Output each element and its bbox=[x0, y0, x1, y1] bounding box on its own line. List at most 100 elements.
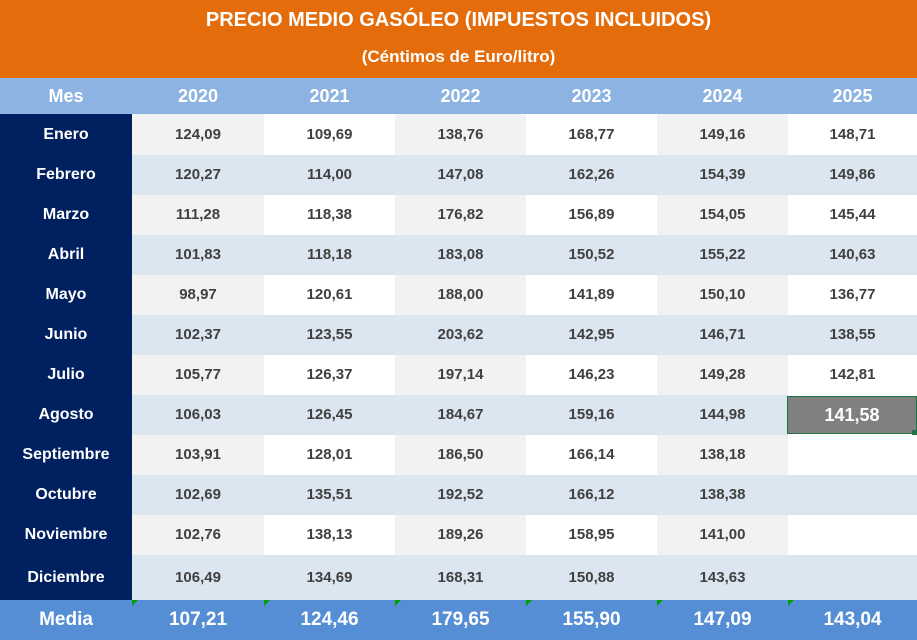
table-cell[interactable]: 150,88 bbox=[526, 555, 657, 600]
month-label[interactable]: Mayo bbox=[45, 286, 87, 303]
table-cell[interactable]: 105,77 bbox=[132, 355, 264, 395]
month-label[interactable]: Noviembre bbox=[24, 526, 108, 543]
column-header-year[interactable]: 2024 bbox=[702, 86, 743, 106]
table-cell[interactable] bbox=[788, 475, 917, 515]
table-cell[interactable]: 156,89 bbox=[526, 195, 657, 235]
table-cell[interactable]: 149,86 bbox=[788, 155, 917, 195]
table-cell[interactable]: 126,45 bbox=[264, 395, 395, 435]
table-cell[interactable]: 149,28 bbox=[657, 355, 788, 395]
table-cell[interactable]: 118,38 bbox=[264, 195, 395, 235]
table-cell[interactable]: 150,10 bbox=[657, 275, 788, 315]
table-cell[interactable] bbox=[788, 435, 917, 475]
table-cell[interactable]: 186,50 bbox=[395, 435, 526, 475]
column-header-month[interactable]: Mes bbox=[48, 86, 84, 106]
month-label[interactable]: Octubre bbox=[35, 486, 97, 503]
table-cell[interactable]: 203,62 bbox=[395, 315, 526, 355]
table-cell[interactable]: 102,76 bbox=[132, 515, 264, 555]
table-cell[interactable]: 154,05 bbox=[657, 195, 788, 235]
table-cell[interactable]: 101,83 bbox=[132, 235, 264, 275]
table-cell[interactable]: 138,13 bbox=[264, 515, 395, 555]
table-cell[interactable]: 109,69 bbox=[264, 114, 395, 155]
table-cell[interactable]: 128,01 bbox=[264, 435, 395, 475]
table-cell[interactable]: 124,09 bbox=[132, 114, 264, 155]
table-cell[interactable]: 143,63 bbox=[657, 555, 788, 600]
table-cell[interactable]: 149,16 bbox=[657, 114, 788, 155]
table-cell[interactable]: 154,39 bbox=[657, 155, 788, 195]
table-cell[interactable]: 142,95 bbox=[526, 315, 657, 355]
average-value[interactable]: 107,21 bbox=[168, 609, 228, 630]
selected-cell[interactable]: 141,58 bbox=[787, 396, 917, 434]
column-header-year[interactable]: 2023 bbox=[571, 86, 612, 106]
error-indicator-icon bbox=[264, 600, 270, 606]
table-cell[interactable]: 166,12 bbox=[526, 475, 657, 515]
table-cell[interactable]: 106,49 bbox=[132, 555, 264, 600]
table-cell[interactable]: 189,26 bbox=[395, 515, 526, 555]
table-cell[interactable]: 176,82 bbox=[395, 195, 526, 235]
table-cell[interactable]: 106,03 bbox=[132, 395, 264, 435]
table-cell[interactable] bbox=[788, 555, 917, 600]
table-cell[interactable]: 135,51 bbox=[264, 475, 395, 515]
month-label[interactable]: Julio bbox=[47, 366, 85, 383]
table-cell[interactable]: 150,52 bbox=[526, 235, 657, 275]
average-value[interactable]: 124,46 bbox=[300, 609, 359, 630]
table-cell[interactable]: 184,67 bbox=[395, 395, 526, 435]
table-cell[interactable]: 168,31 bbox=[395, 555, 526, 600]
table-cell[interactable]: 98,97 bbox=[132, 275, 264, 315]
average-value[interactable]: 155,90 bbox=[562, 609, 621, 630]
fill-handle[interactable] bbox=[912, 430, 917, 435]
table-cell[interactable]: 146,71 bbox=[657, 315, 788, 355]
table-cell[interactable]: 145,44 bbox=[788, 195, 917, 235]
average-value[interactable]: 179,65 bbox=[431, 609, 490, 630]
month-label[interactable]: Agosto bbox=[38, 406, 94, 423]
table-cell[interactable]: 120,61 bbox=[264, 275, 395, 315]
table-cell[interactable]: 111,28 bbox=[132, 195, 264, 235]
table-cell[interactable]: 102,37 bbox=[132, 315, 264, 355]
table-cell[interactable]: 138,38 bbox=[657, 475, 788, 515]
month-label[interactable]: Junio bbox=[44, 326, 88, 343]
column-header-year[interactable]: 2025 bbox=[832, 86, 873, 106]
table-cell[interactable]: 158,95 bbox=[526, 515, 657, 555]
table-cell[interactable]: 159,16 bbox=[526, 395, 657, 435]
table-cell[interactable]: 146,23 bbox=[526, 355, 657, 395]
table-cell[interactable]: 102,69 bbox=[132, 475, 264, 515]
month-label[interactable]: Septiembre bbox=[22, 446, 110, 463]
month-label[interactable]: Febrero bbox=[36, 166, 96, 183]
month-label[interactable]: Marzo bbox=[42, 206, 90, 223]
table-cell[interactable] bbox=[788, 515, 917, 555]
table-cell[interactable]: 120,27 bbox=[132, 155, 264, 195]
month-label[interactable]: Diciembre bbox=[27, 569, 105, 586]
month-label[interactable]: Enero bbox=[43, 126, 89, 143]
table-cell[interactable]: 162,26 bbox=[526, 155, 657, 195]
table-cell[interactable]: 192,52 bbox=[395, 475, 526, 515]
table-cell[interactable]: 188,00 bbox=[395, 275, 526, 315]
table-cell[interactable]: 142,81 bbox=[788, 355, 917, 395]
table-cell[interactable]: 138,76 bbox=[395, 114, 526, 155]
column-header-year[interactable]: 2022 bbox=[440, 86, 481, 106]
table-cell[interactable]: 166,14 bbox=[526, 435, 657, 475]
table-cell[interactable]: 183,08 bbox=[395, 235, 526, 275]
table-cell[interactable]: 123,55 bbox=[264, 315, 395, 355]
table-cell[interactable]: 141,89 bbox=[526, 275, 657, 315]
table-cell[interactable]: 197,14 bbox=[395, 355, 526, 395]
table-cell[interactable]: 134,69 bbox=[264, 555, 395, 600]
table-cell[interactable]: 138,18 bbox=[657, 435, 788, 475]
table-cell[interactable]: 126,37 bbox=[264, 355, 395, 395]
table-cell[interactable]: 140,63 bbox=[788, 235, 917, 275]
table-cell[interactable]: 148,71 bbox=[788, 114, 917, 155]
average-value[interactable]: 143,04 bbox=[823, 609, 882, 630]
table-cell[interactable]: 155,22 bbox=[657, 235, 788, 275]
table-cell[interactable]: 168,77 bbox=[526, 114, 657, 155]
table-cell[interactable]: 147,08 bbox=[395, 155, 526, 195]
table-cell[interactable]: 138,55 bbox=[788, 315, 917, 355]
column-header-year[interactable]: 2021 bbox=[309, 86, 350, 106]
table-cell[interactable]: 118,18 bbox=[264, 235, 395, 275]
table-cell[interactable]: 144,98 bbox=[657, 395, 788, 435]
error-indicator-icon bbox=[657, 600, 663, 606]
table-cell[interactable]: 103,91 bbox=[132, 435, 264, 475]
column-header-year[interactable]: 2020 bbox=[177, 86, 219, 106]
table-cell[interactable]: 136,77 bbox=[788, 275, 917, 315]
table-cell[interactable]: 141,00 bbox=[657, 515, 788, 555]
table-cell[interactable]: 114,00 bbox=[264, 155, 395, 195]
month-label[interactable]: Abril bbox=[47, 246, 85, 263]
average-value[interactable]: 147,09 bbox=[693, 609, 752, 630]
